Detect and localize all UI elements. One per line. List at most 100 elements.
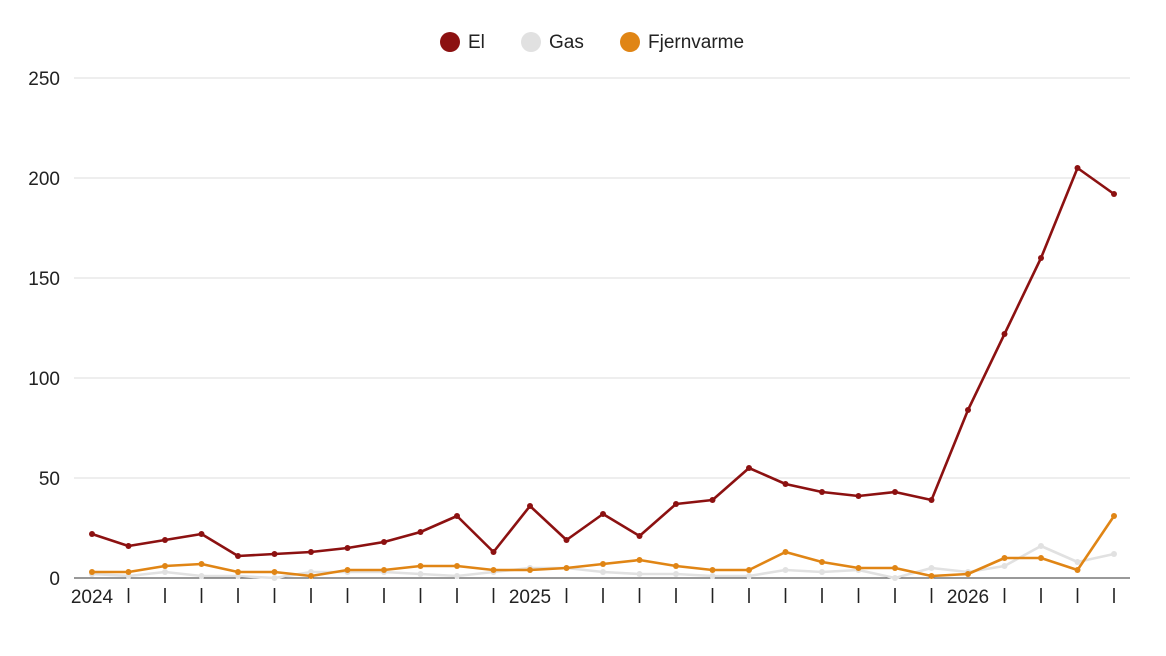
data-point: [454, 563, 460, 569]
data-point: [417, 529, 424, 535]
data-point: [746, 465, 752, 471]
data-point: [1111, 513, 1117, 519]
data-point: [271, 551, 278, 557]
x-axis: 2024 2025 2026: [71, 577, 1130, 608]
data-point: [892, 489, 898, 495]
data-point: [1001, 331, 1008, 337]
legend-swatch: [440, 32, 460, 52]
legend-label: Gas: [549, 32, 584, 53]
data-point: [271, 575, 278, 581]
data-point: [454, 573, 460, 579]
data-point: [563, 537, 570, 543]
y-axis: 0 50 100 150 200 250: [28, 69, 60, 590]
data-point: [271, 569, 278, 575]
data-point: [673, 571, 679, 577]
y-tick-label: 250: [28, 69, 60, 90]
data-point: [709, 567, 716, 573]
data-point: [1074, 165, 1081, 171]
legend-item-el: El: [440, 32, 485, 53]
data-point: [125, 543, 132, 549]
data-point: [1111, 551, 1117, 557]
data-point: [892, 575, 898, 581]
data-point: [162, 537, 168, 543]
series-line-el: [90, 166, 1116, 558]
data-point: [1038, 543, 1044, 549]
data-point: [1074, 559, 1081, 565]
data-point: [819, 559, 825, 565]
data-point: [1111, 191, 1117, 197]
x-tick-label: 2026: [947, 587, 989, 608]
data-point: [344, 545, 351, 551]
data-point: [125, 569, 132, 575]
gridlines: [74, 77, 1130, 479]
data-point: [709, 573, 716, 579]
data-point: [636, 533, 643, 539]
data-point: [782, 549, 789, 555]
data-point: [1038, 555, 1044, 561]
legend-item-fjernvarme: Fjernvarme: [620, 32, 744, 53]
data-point: [636, 571, 643, 577]
data-point: [162, 563, 168, 569]
data-point: [600, 511, 606, 517]
data-point: [417, 571, 424, 577]
y-tick-label: 150: [28, 269, 60, 290]
data-point: [162, 569, 168, 575]
data-point: [563, 565, 570, 571]
data-point: [1001, 555, 1008, 561]
legend-label: El: [468, 32, 485, 53]
y-tick-label: 50: [39, 469, 60, 490]
data-point: [308, 549, 314, 555]
y-tick-label: 200: [28, 169, 60, 190]
data-point: [782, 481, 789, 487]
data-point: [709, 497, 716, 503]
data-point: [417, 563, 424, 569]
data-point: [855, 565, 862, 571]
data-point: [198, 573, 205, 579]
data-point: [965, 571, 971, 577]
data-point: [746, 573, 752, 579]
data-point: [381, 567, 387, 573]
data-point: [235, 569, 241, 575]
data-point: [928, 565, 935, 571]
data-point: [782, 567, 789, 573]
data-point: [89, 531, 95, 537]
data-point: [855, 493, 862, 499]
data-point: [198, 531, 205, 537]
series-group: [89, 165, 1117, 581]
data-point: [1001, 563, 1008, 569]
x-tick-label: 2024: [71, 587, 114, 608]
data-point: [1074, 567, 1081, 573]
y-tick-label: 0: [49, 569, 60, 590]
data-point: [235, 553, 241, 559]
data-point: [454, 513, 460, 519]
legend: El Gas Fjernvarme: [440, 32, 744, 53]
data-point: [490, 549, 497, 555]
data-point: [928, 497, 935, 503]
data-point: [600, 569, 606, 575]
data-point: [527, 567, 533, 573]
series-el: [89, 165, 1117, 559]
data-point: [527, 503, 533, 509]
series-fjernvarme: [89, 513, 1117, 579]
data-point: [636, 557, 643, 563]
legend-swatch: [620, 32, 640, 52]
data-point: [673, 563, 679, 569]
legend-label: Fjernvarme: [648, 32, 744, 53]
data-point: [673, 501, 679, 507]
data-point: [89, 569, 95, 575]
data-point: [490, 567, 497, 573]
data-point: [600, 561, 606, 567]
data-point: [892, 565, 898, 571]
legend-swatch: [521, 32, 541, 52]
legend-item-gas: Gas: [521, 32, 584, 53]
data-point: [198, 561, 205, 567]
data-point: [308, 573, 314, 579]
data-point: [381, 539, 387, 545]
data-point: [344, 567, 351, 573]
data-point: [965, 407, 971, 413]
data-point: [928, 573, 935, 579]
data-point: [1038, 255, 1044, 261]
data-point: [819, 489, 825, 495]
data-point: [746, 567, 752, 573]
